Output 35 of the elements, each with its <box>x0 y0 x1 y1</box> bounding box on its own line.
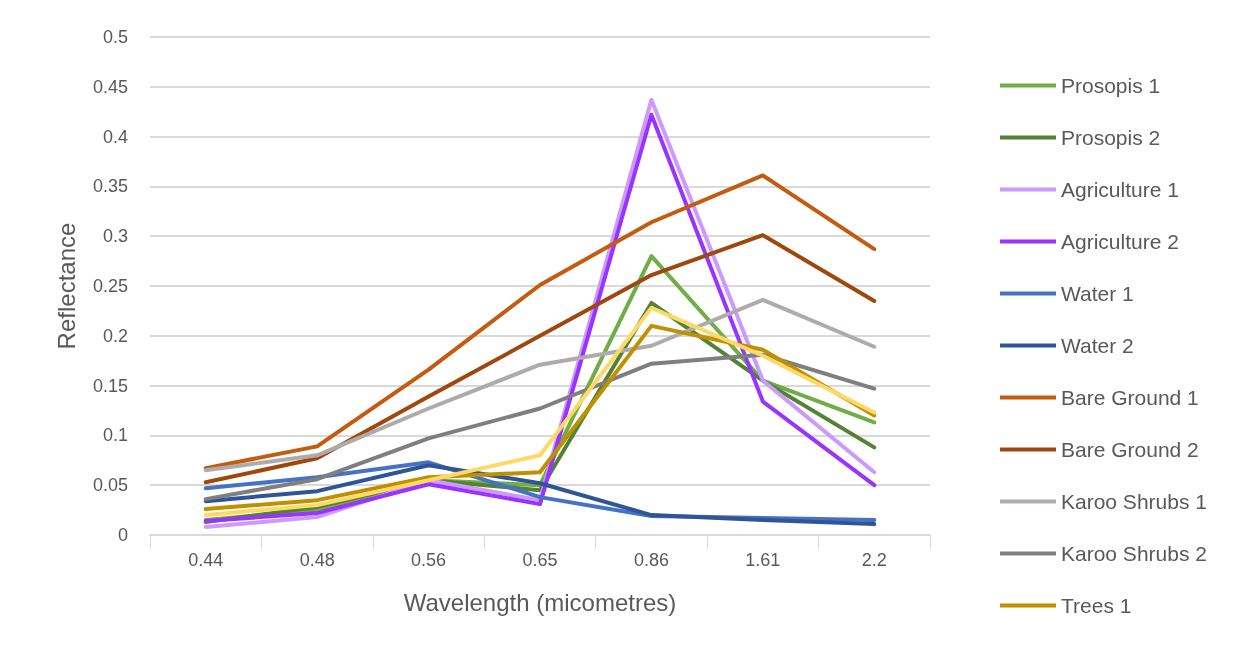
x-tick-label: 1.61 <box>745 550 781 570</box>
legend-label: Agriculture 2 <box>1061 230 1179 253</box>
y-tick-label: 0.45 <box>92 76 128 97</box>
legend-label: Karoo Shrubs 2 <box>1061 542 1207 565</box>
x-tick-label: 0.56 <box>411 550 447 570</box>
y-tick-label: 0.05 <box>92 475 128 496</box>
y-tick-label: 0.4 <box>102 126 128 147</box>
y-tick-label: 0.1 <box>102 425 128 446</box>
line-series <box>203 297 877 473</box>
y-tick-label: 0.15 <box>92 375 128 396</box>
legend-label: Bare Ground 2 <box>1061 438 1199 461</box>
y-tick-label: 0.5 <box>102 27 128 47</box>
x-tick-label: 2.2 <box>861 550 887 570</box>
y-tick-label: 0.35 <box>92 176 128 197</box>
y-tick-label: 0.3 <box>102 226 128 247</box>
x-axis-title: Wavelength (micometres) <box>403 588 677 616</box>
legend-label: Bare Ground 1 <box>1061 386 1199 409</box>
line-series <box>203 173 877 471</box>
line-series <box>203 233 877 485</box>
line-series <box>203 352 877 502</box>
x-tick-label: 0.86 <box>633 550 669 570</box>
legend-label: Prosopis 2 <box>1061 126 1161 149</box>
y-tick-label: 0 <box>117 525 128 545</box>
x-tick-label: 0.44 <box>188 550 224 570</box>
legend-label: Water 1 <box>1061 282 1134 305</box>
legend-label: Agriculture 1 <box>1061 178 1179 201</box>
y-axis-title: Reflectance <box>52 222 80 350</box>
legend-label: Water 2 <box>1061 334 1134 357</box>
legend-label: Trees 1 <box>1061 594 1132 617</box>
y-tick-label: 0.25 <box>92 276 128 296</box>
x-tick-label: 0.48 <box>299 550 335 570</box>
legend-label: Karoo Shrubs 1 <box>1061 490 1207 513</box>
x-tick-label: 0.65 <box>522 550 558 570</box>
y-tick-label: 0.2 <box>102 325 128 346</box>
legend-label: Prosopis 1 <box>1061 74 1161 97</box>
